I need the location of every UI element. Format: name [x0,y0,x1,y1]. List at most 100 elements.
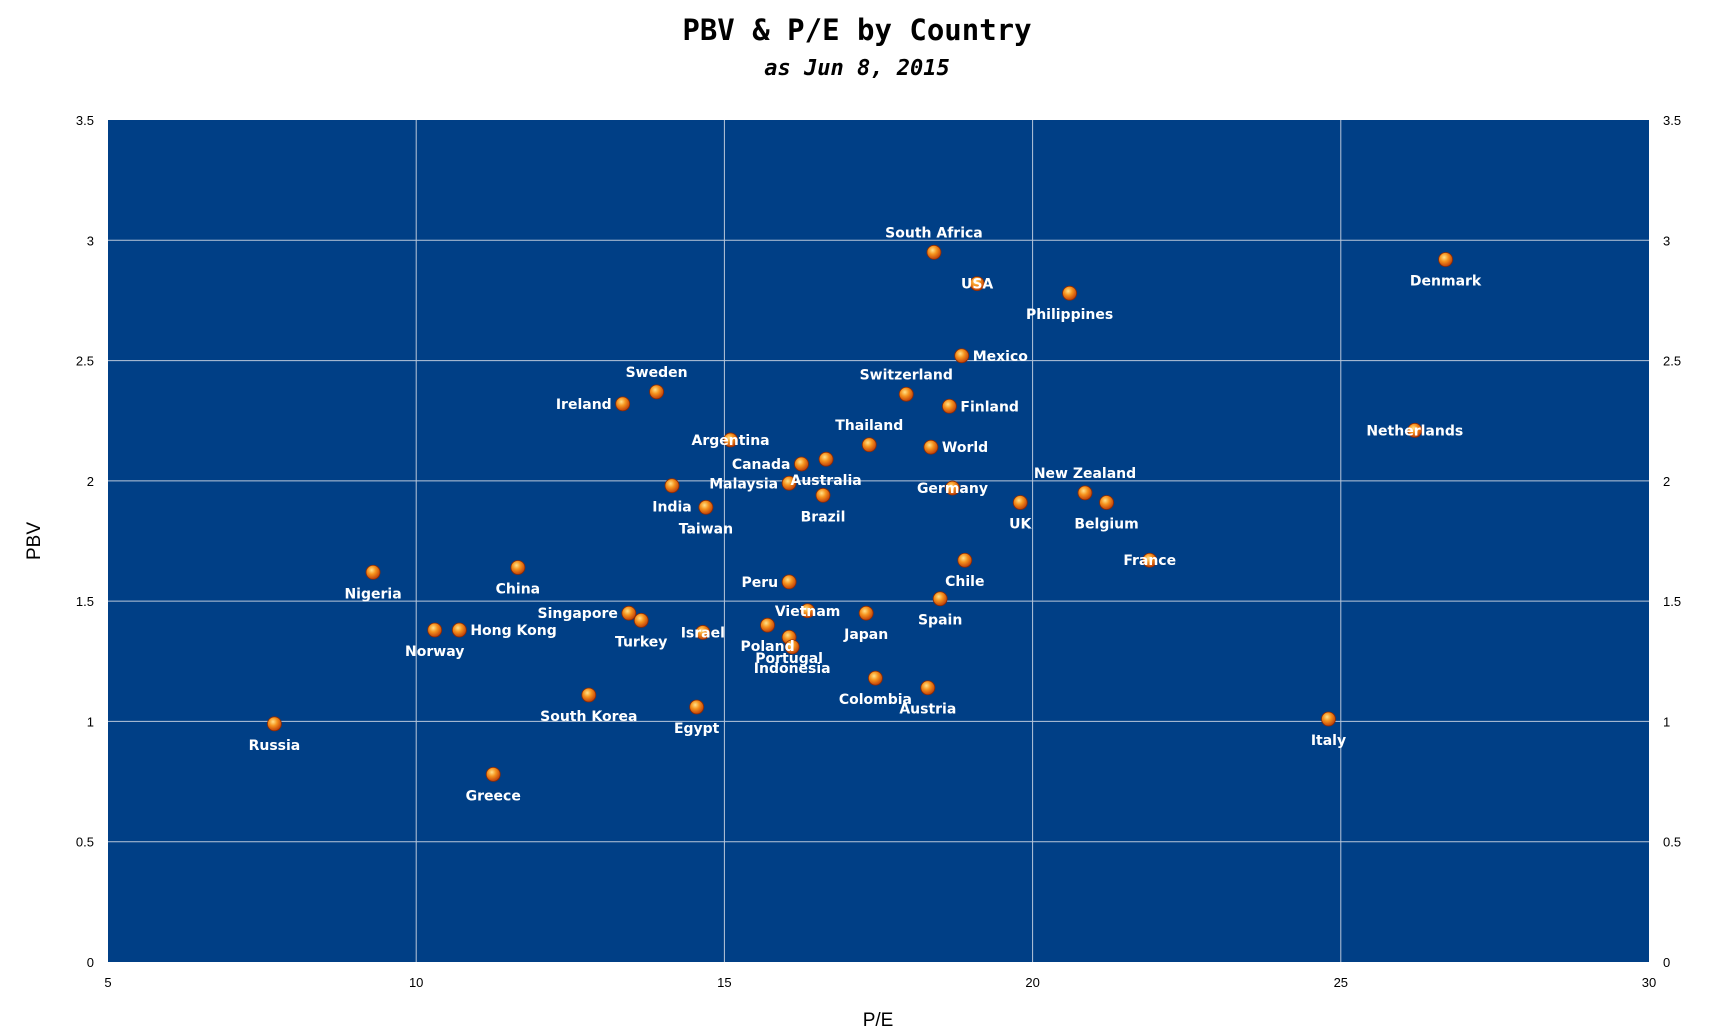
y-tick-label-left: 0 [87,955,94,970]
data-point [1099,495,1114,510]
point-label: Germany [917,481,988,497]
data-point [800,603,816,619]
y-tick-label-right: 3.5 [1663,113,1681,128]
point-label: Hong Kong [470,623,556,639]
y-tick-label-left: 3 [87,233,94,248]
data-point [920,680,936,696]
point-label: Argentina [691,433,769,449]
data-point [794,456,809,472]
x-axis-label: P/E [863,1010,894,1031]
point-label: Greece [466,788,521,804]
data-point [451,622,467,638]
point-label: Thailand [835,418,903,434]
point-label: Chile [945,574,984,590]
point-label: Russia [249,738,301,754]
point-label: Poland [740,639,794,655]
data-point [365,564,381,580]
data-point [781,574,797,590]
data-point [898,386,914,402]
y-tick-label-left: 3.5 [76,113,94,128]
data-point [1012,495,1028,510]
point-label: Singapore [537,606,617,622]
point-label: Mexico [973,349,1029,365]
data-point [581,687,597,703]
y-axis-left: 0 0.5 1 1.5 2 2.5 3 3.5 [76,113,94,970]
point-label: USA [961,277,993,293]
y-axis-right: 0 0.5 1 1.5 2 2.5 3 3.5 [1663,113,1681,970]
point-label: Philippines [1026,307,1113,323]
point-label: Canada [732,457,791,473]
point-label: World [942,440,988,456]
data-point [698,499,714,515]
data-point [649,384,664,400]
x-tick-label: 30 [1642,975,1656,990]
y-tick-label-left: 2.5 [76,354,94,369]
x-axis: 5 10 15 20 25 30 [104,975,1656,990]
y-tick-label-right: 0 [1663,955,1670,970]
y-axis-label: PBV [24,522,45,560]
point-label: Sweden [626,365,688,381]
data-point [621,605,637,621]
x-tick-label: 25 [1334,975,1348,990]
data-point [954,348,970,364]
point-label: Peru [741,575,778,591]
data-point [969,276,985,291]
point-label: Brazil [801,509,846,525]
y-tick-label-right: 1 [1663,714,1670,729]
data-point [868,670,883,686]
point-label: India [652,500,691,516]
point-label: South Africa [885,225,983,241]
data-point [861,437,877,453]
point-label: Vietnam [775,604,841,620]
data-point [1062,285,1077,301]
point-label: Ireland [556,397,612,413]
data-point [760,617,775,633]
point-label: New Zealand [1034,466,1136,482]
point-label: Nigeria [344,586,401,602]
data-point [633,612,649,628]
point-label: Italy [1311,733,1346,749]
point-label: Japan [843,627,888,643]
chart-subtitle: as Jun 8, 2015 [764,56,949,81]
point-label: Malaysia [709,476,778,492]
plot-area [108,120,1649,962]
point-label: Denmark [1410,274,1482,290]
point-label: Australia [790,473,861,489]
point-label: South Korea [540,709,637,725]
x-tick-label: 10 [409,975,423,990]
point-label: Turkey [615,634,667,650]
data-point [723,432,738,448]
chart-title: PBV & P/E by Country [682,13,1031,47]
y-tick-label-right: 2 [1663,474,1670,489]
point-label: Belgium [1074,517,1138,533]
data-point [818,451,834,467]
data-point [510,560,526,575]
point-label: Norway [405,644,464,660]
data-point [784,639,800,655]
data-point [957,552,973,568]
point-label: China [496,581,540,597]
y-tick-label-right: 1.5 [1663,594,1681,609]
data-point [945,480,960,496]
data-point [267,716,282,732]
data-point [1321,711,1336,727]
data-point [664,478,680,494]
data-point [815,487,831,503]
point-label: UK [1009,517,1032,533]
data-point [858,605,874,621]
point-label: Egypt [674,721,720,737]
data-point [781,475,797,491]
point-label: Netherlands [1366,423,1463,439]
data-point [926,244,942,260]
point-label: Austria [899,702,956,718]
x-tick-label: 15 [717,975,731,990]
data-point [485,766,501,782]
data-point [689,699,705,715]
data-point [932,591,948,607]
point-label: Finland [960,399,1019,415]
data-point [941,398,957,414]
point-label: Switzerland [860,367,953,383]
y-tick-label-right: 3 [1663,233,1670,248]
data-point [1438,252,1453,267]
data-point [1407,422,1423,438]
